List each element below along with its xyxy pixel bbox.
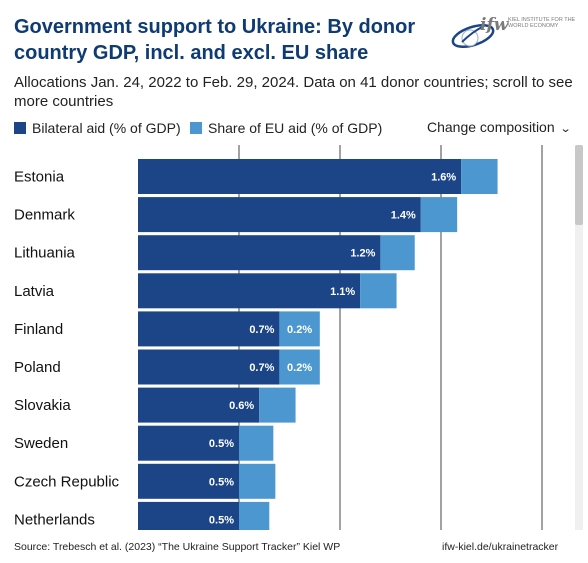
legend-item-eu[interactable]: Share of EU aid (% of GDP) <box>190 120 382 136</box>
bar-eu <box>239 425 274 461</box>
chart-area[interactable]: Estonia 1.6% Denmark 1.4% Lithuania 1.2% Latvi… <box>0 145 576 530</box>
chart-scrollbar[interactable] <box>575 145 583 530</box>
ifw-logo <box>451 24 495 48</box>
data-label-bilateral: 1.1% <box>330 286 355 298</box>
data-label-eu: 0.2% <box>287 324 312 336</box>
category-label: Czech Republic <box>14 473 120 490</box>
category-label: Poland <box>14 359 61 376</box>
chart-subtitle: Allocations Jan. 24, 2022 to Feb. 29, 20… <box>14 74 573 110</box>
bar-eu <box>279 349 320 385</box>
source-url[interactable]: ifw-kiel.de/ukrainetracker <box>442 541 559 553</box>
bar-eu <box>420 197 458 233</box>
chart-title-line-2: country GDP, incl. and excl. EU share <box>14 42 369 64</box>
bar-bilateral <box>138 501 239 530</box>
scrollbar-thumb[interactable] <box>575 145 583 225</box>
bar-bilateral <box>138 235 381 271</box>
source-note: Source: Trebesch et al. (2023) “The Ukra… <box>14 541 341 553</box>
data-label-bilateral: 0.7% <box>249 324 274 336</box>
bar-bilateral <box>138 197 421 233</box>
legend-swatch-eu <box>190 122 202 134</box>
bar-chart: Estonia 1.6% Denmark 1.4% Lithuania 1.2% Latvi… <box>14 145 543 530</box>
bar-eu <box>380 235 415 271</box>
data-label-bilateral: 0.6% <box>229 400 254 412</box>
chart-title: Government support to Ukraine: By donor … <box>14 14 434 66</box>
bar-eu <box>279 311 320 347</box>
data-label-eu: 0.2% <box>287 362 312 374</box>
data-label-bilateral: 1.2% <box>350 248 375 260</box>
bar-bilateral <box>138 159 462 194</box>
logo-subtext: KIEL INSTITUTE FOR THE WORLD ECONOMY <box>508 17 576 29</box>
bar-eu <box>461 159 498 194</box>
data-label-bilateral: 1.6% <box>431 172 456 184</box>
bar-bilateral <box>138 273 361 309</box>
chevron-down-icon: ⌄ <box>559 123 572 135</box>
bar-bilateral <box>138 463 239 499</box>
bar-bilateral <box>138 387 260 423</box>
bar-eu <box>239 463 276 499</box>
category-label: Sweden <box>14 435 68 452</box>
data-label-bilateral: 0.5% <box>209 514 234 526</box>
legend-label-bilateral: Bilateral aid (% of GDP) <box>32 120 181 136</box>
bar-eu <box>239 501 270 530</box>
category-label: Lithuania <box>14 245 76 262</box>
logo-wordmark: ifw <box>480 15 509 35</box>
bar-bilateral <box>138 311 280 347</box>
dropdown-label: Change composition <box>427 119 555 135</box>
category-label: Denmark <box>14 207 75 224</box>
change-composition-dropdown[interactable]: Change composition ⌄ <box>427 119 572 135</box>
data-label-bilateral: 0.5% <box>209 476 234 488</box>
category-label: Slovakia <box>14 397 71 414</box>
bar-bilateral <box>138 425 239 461</box>
legend-swatch-bilateral <box>14 122 26 134</box>
legend-item-bilateral[interactable]: Bilateral aid (% of GDP) <box>14 120 181 136</box>
data-label-bilateral: 1.4% <box>391 210 416 222</box>
category-label: Estonia <box>14 169 65 186</box>
legend-label-eu: Share of EU aid (% of GDP) <box>208 120 383 136</box>
category-label: Latvia <box>14 283 55 300</box>
bar-bilateral <box>138 349 280 385</box>
category-label: Netherlands <box>14 511 95 528</box>
chart-title-line-1: Government support to Ukraine: By donor <box>14 16 416 38</box>
category-label: Finland <box>14 321 63 338</box>
bar-eu <box>259 387 296 423</box>
bar-eu <box>360 273 397 309</box>
data-label-bilateral: 0.5% <box>209 438 234 450</box>
data-label-bilateral: 0.7% <box>249 362 274 374</box>
